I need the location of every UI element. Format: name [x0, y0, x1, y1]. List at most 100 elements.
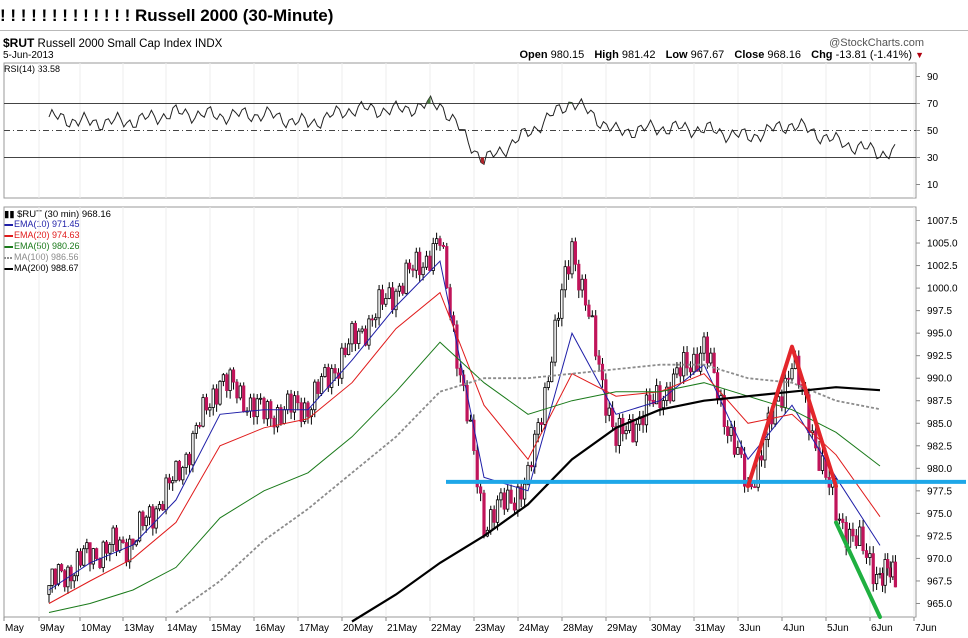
- candle-body: [323, 367, 327, 377]
- x-axis-label: 15May: [211, 623, 241, 634]
- candle-body: [509, 489, 513, 504]
- candle-body: [631, 419, 635, 443]
- candle-body: [151, 506, 155, 529]
- candle-body: [709, 352, 713, 364]
- candlestick-icon: ▮▮: [4, 209, 15, 220]
- candle-body: [374, 317, 378, 321]
- candle-body: [279, 407, 283, 424]
- x-axis-label: 9May: [40, 623, 64, 634]
- candle-body: [147, 506, 152, 518]
- candle-body: [164, 477, 168, 511]
- candle-body: [95, 548, 99, 560]
- candle-body: [479, 486, 483, 494]
- candle-body: [560, 289, 564, 319]
- candle-body: [851, 528, 855, 537]
- candle-body: [144, 516, 148, 527]
- candle-body: [594, 315, 598, 357]
- candle-body: [401, 285, 405, 294]
- candle-body: [330, 368, 334, 388]
- rsi-tick-label: 90: [927, 72, 939, 83]
- candle-body: [519, 486, 523, 500]
- candle-body: [458, 367, 462, 376]
- candle-body: [891, 561, 895, 578]
- candle-body: [91, 548, 95, 565]
- candle-body: [743, 453, 747, 487]
- rsi-overbought-fill: [427, 96, 431, 104]
- candle-body: [438, 238, 442, 246]
- rsi-overbought-fill: [568, 102, 572, 104]
- candle-body: [886, 559, 890, 569]
- candle-body: [303, 402, 307, 422]
- candle-body: [418, 251, 422, 276]
- candle-body: [82, 548, 86, 566]
- candle-body: [299, 402, 303, 422]
- rsi-legend: RSI(14) 33.58: [4, 64, 61, 74]
- candle-body: [431, 243, 435, 271]
- candle-body: [600, 363, 605, 381]
- down-arrow-icon: ▼: [915, 50, 924, 60]
- candle-body: [875, 574, 879, 585]
- low-value: 967.67: [690, 49, 725, 61]
- candle-body: [404, 262, 408, 294]
- price-tick-label: 970.0: [927, 554, 952, 565]
- candle-body: [60, 564, 64, 572]
- candle-body: [523, 483, 527, 500]
- candle-body: [204, 397, 209, 411]
- candle-body: [661, 400, 665, 409]
- candle-body: [194, 425, 198, 434]
- candle-body: [387, 287, 391, 299]
- candle-body: [736, 447, 740, 455]
- candle-body: [858, 526, 862, 546]
- price-tick-label: 975.0: [927, 509, 952, 520]
- ema10-swatch: [4, 224, 13, 226]
- candle-body: [465, 385, 469, 422]
- candle-body: [384, 298, 388, 305]
- candle-body: [391, 287, 395, 311]
- candle-body: [462, 374, 466, 386]
- candle-body: [377, 289, 381, 319]
- candle-body: [753, 486, 757, 489]
- candle-body: [512, 502, 517, 511]
- candle-body: [553, 319, 557, 363]
- candle-body: [854, 535, 858, 546]
- exchange-label: INDX: [194, 38, 223, 50]
- x-axis-label: 14May: [167, 623, 197, 634]
- candle-body: [231, 369, 236, 383]
- candle-body: [536, 422, 540, 435]
- candle-body: [138, 511, 142, 542]
- ema20-legend: EMA(20) 974.63: [14, 230, 80, 240]
- candle-body: [834, 482, 838, 521]
- ema10-legend: EMA(10) 971.45: [14, 219, 80, 229]
- x-axis-label: 5Jun: [827, 623, 849, 634]
- candle-body: [394, 290, 398, 311]
- candle-body: [154, 508, 158, 529]
- candle-body: [248, 397, 253, 412]
- candle-body: [238, 385, 242, 399]
- ticker-symbol: $RUT: [3, 36, 35, 50]
- candle-body: [607, 407, 611, 416]
- candle-body: [617, 417, 621, 446]
- candle-body: [482, 492, 486, 537]
- x-axis-label: 24May: [519, 623, 549, 634]
- price-tick-label: 1000.0: [927, 284, 958, 295]
- candle-body: [407, 262, 412, 270]
- candle-body: [174, 460, 178, 482]
- candle-body: [695, 353, 699, 372]
- candle-body: [492, 509, 496, 523]
- x-axis-label: 21May: [387, 623, 417, 634]
- copyright-label: @StockCharts.com: [829, 37, 924, 49]
- candle-body: [577, 263, 581, 291]
- ema20-line: [48, 291, 881, 604]
- candle-body: [468, 419, 473, 422]
- candle-body: [739, 447, 743, 455]
- rsi-tick-label: 10: [927, 180, 939, 191]
- candle-body: [343, 347, 347, 356]
- candle-body: [75, 551, 79, 577]
- price-tick-label: 1005.0: [927, 239, 958, 250]
- candle-body: [499, 492, 503, 501]
- candle-body: [837, 518, 841, 521]
- chg-value: -13.81 (-1.41%): [835, 49, 913, 61]
- candle-body: [319, 376, 324, 394]
- candle-body: [316, 381, 320, 394]
